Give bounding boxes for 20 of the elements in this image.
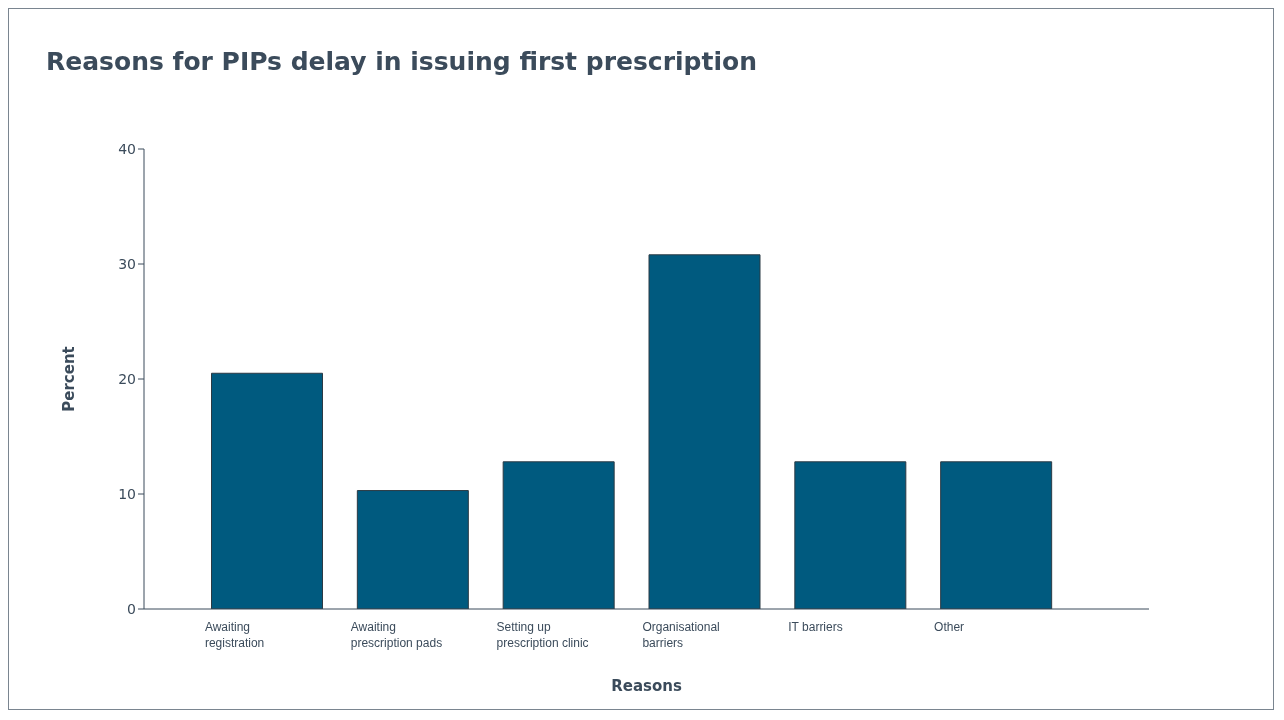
y-tick-label: 40: [118, 140, 136, 157]
x-tick-label: Organisational barriers: [642, 620, 720, 650]
bar: [211, 372, 323, 609]
chart-title: Reasons for PIPs delay in issuing first prescription: [46, 47, 757, 76]
x-tick-label: Other: [934, 620, 965, 634]
y-tick-label: 10: [118, 485, 136, 502]
bar: [356, 490, 469, 609]
bar: [502, 461, 615, 609]
y-tick-label: 20: [118, 370, 136, 387]
bar: [940, 461, 1053, 609]
y-tick-label: 30: [118, 255, 136, 272]
x-axis-title: Reasons: [611, 677, 682, 695]
x-tick-label: Awaiting prescription pads: [350, 620, 443, 650]
bar: [648, 254, 761, 609]
x-tick-label: Setting up prescription clinic: [496, 620, 589, 650]
x-tick-label: IT barriers: [788, 620, 843, 634]
x-tick-label: Awaiting registration: [204, 620, 265, 650]
y-tick-label: 0: [127, 600, 136, 617]
bar: [794, 461, 907, 609]
y-axis-title: Percent: [60, 346, 79, 412]
